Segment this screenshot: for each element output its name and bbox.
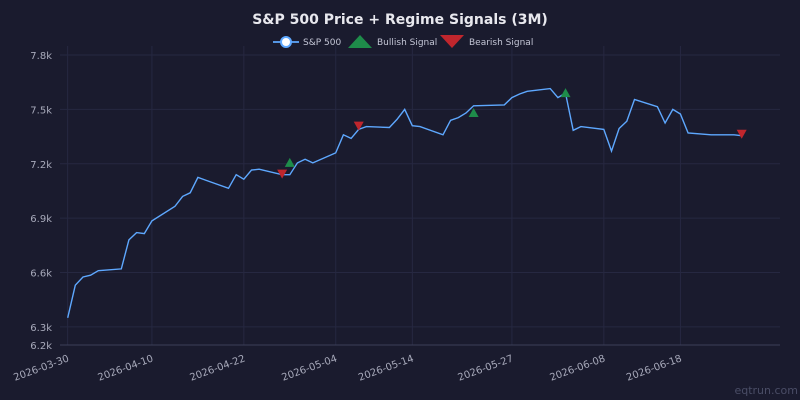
- y-tick-label: 6.2k: [30, 341, 52, 352]
- x-tick-label: 2026-04-22: [188, 353, 246, 383]
- y-tick-label: 7.8k: [30, 51, 52, 62]
- y-tick-label: 6.6k: [30, 269, 52, 280]
- legend-sp500-label: S&P 500: [303, 38, 341, 48]
- legend-bearish-marker: [440, 35, 464, 48]
- bearish-signal-marker: [277, 169, 288, 179]
- legend-sp500-marker: [280, 36, 292, 48]
- signal-markers: [277, 88, 747, 179]
- y-tick-label: 7.5k: [30, 105, 52, 116]
- x-tick-label: 2026-04-10: [97, 353, 155, 383]
- x-tick-label: 2026-03-30: [12, 353, 70, 383]
- y-tick-label: 7.2k: [30, 160, 52, 171]
- grid: [60, 46, 780, 346]
- chart-title: S&P 500 Price + Regime Signals (3M): [252, 12, 548, 28]
- legend-bullish-label: Bullish Signal: [377, 38, 437, 48]
- x-tick-label: 2026-06-08: [548, 353, 606, 383]
- bullish-signal-marker: [284, 157, 295, 167]
- x-tick-label: 2026-05-27: [457, 353, 515, 383]
- y-axis-ticks: 6.2k 6.3k 6.6k 6.9k 7.2k 7.5k 7.8k: [30, 51, 52, 352]
- x-tick-label: 2026-05-04: [280, 353, 338, 383]
- bearish-signal-marker: [353, 121, 364, 131]
- y-tick-label: 6.9k: [30, 214, 52, 225]
- bullish-signal-marker: [560, 88, 571, 98]
- x-tick-label: 2026-06-18: [625, 353, 683, 383]
- x-axis-ticks: 2026-03-30 2026-04-10 2026-04-22 2026-05-04…: [12, 353, 683, 383]
- y-tick-label: 6.3k: [30, 323, 52, 334]
- x-tick-label: 2026-05-14: [357, 353, 415, 383]
- sp500-series-line: [67, 87, 742, 318]
- bullish-signal-marker: [468, 108, 479, 118]
- watermark: eqtrun.com: [734, 384, 798, 397]
- legend-bullish-marker: [348, 35, 372, 48]
- bearish-signal-marker: [736, 129, 747, 139]
- legend: S&P 500 Bullish Signal Bearish Signal: [273, 35, 533, 48]
- legend-bearish-label: Bearish Signal: [469, 38, 533, 48]
